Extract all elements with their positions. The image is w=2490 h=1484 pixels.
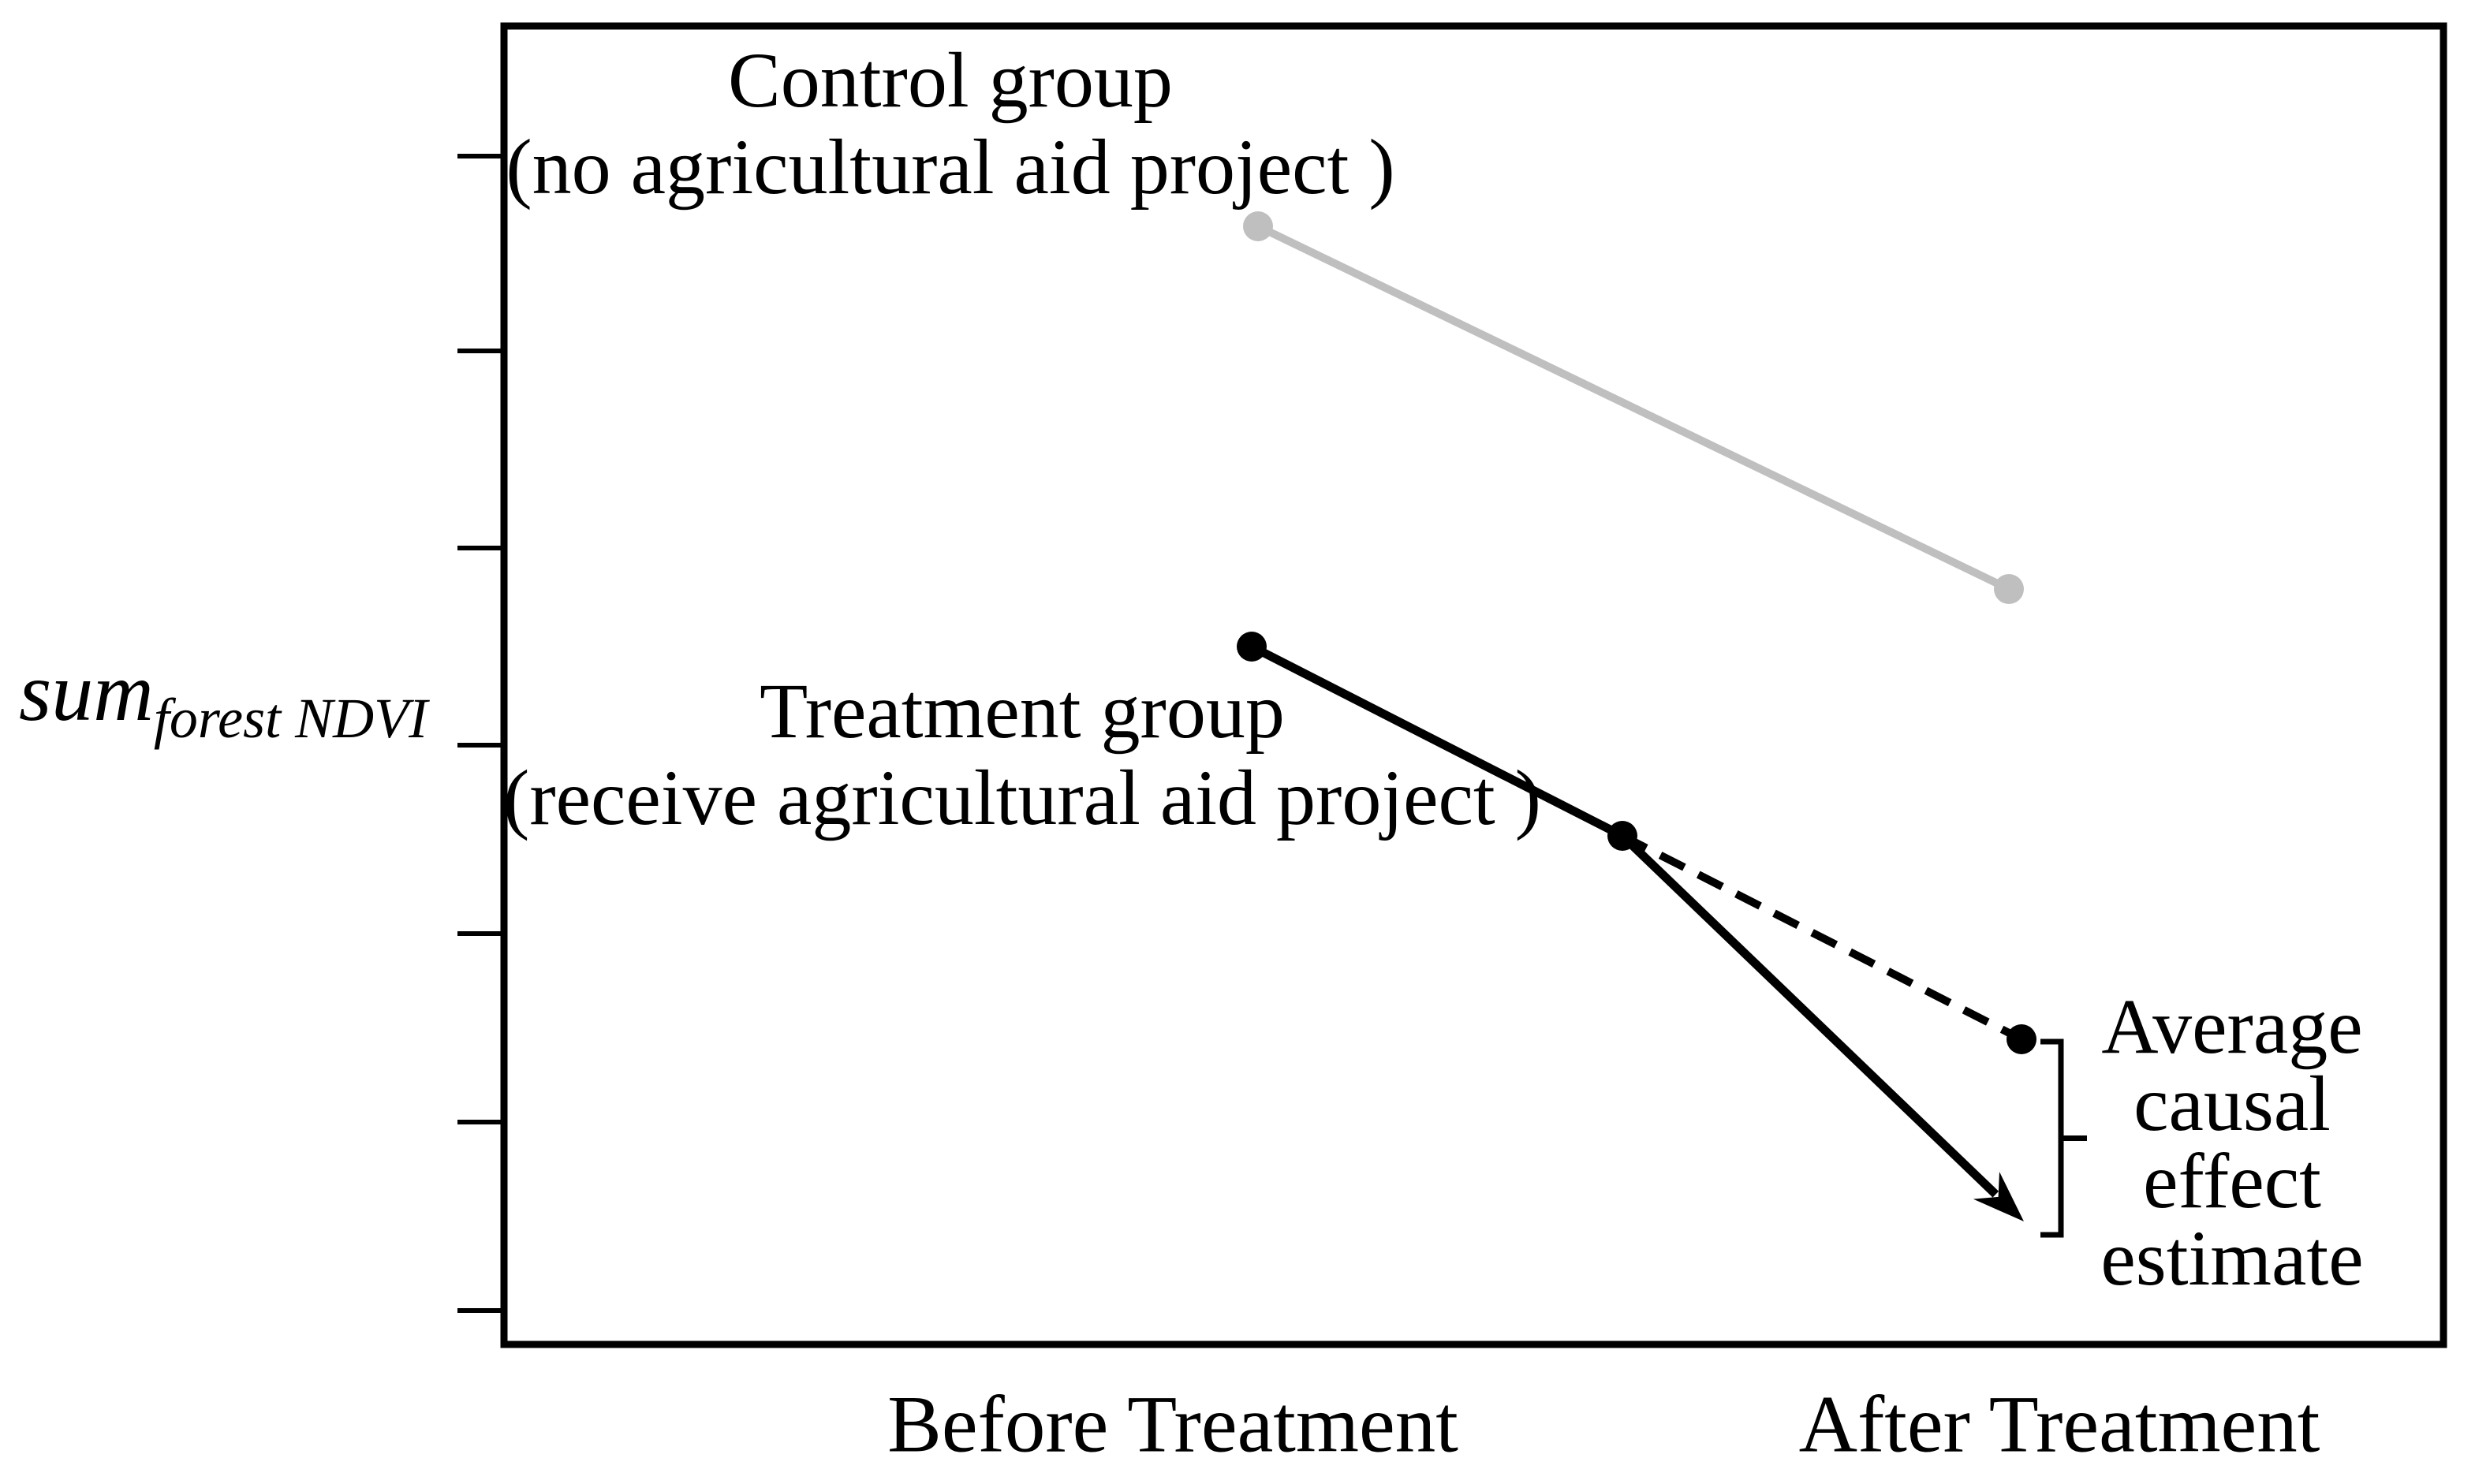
- average-causal-effect-label: Average causal effect estimate: [2100, 982, 2364, 1302]
- y-axis-label-base: sum: [19, 645, 154, 738]
- y-axis-label: sumforest NDVI: [19, 644, 427, 751]
- treatment-arrowhead: [1973, 1172, 2024, 1221]
- control-group-label: Control group (no agricultural aid proje…: [506, 36, 1395, 211]
- treatment-point-before: [1237, 632, 1267, 662]
- counterfactual-dashed-line: [1620, 832, 2024, 1043]
- x-axis-label-after-treatment: After Treatment: [1798, 1379, 2320, 1470]
- treatment-arrow-shaft: [1619, 833, 1999, 1198]
- control-point-before: [1243, 211, 1273, 241]
- treatment-line: [1249, 643, 1625, 840]
- control-line: [1256, 222, 2011, 593]
- y-axis-label-subscript: forest NDVI: [153, 687, 428, 751]
- treatment-group-label: Treatment group (receive agricultural ai…: [503, 667, 1541, 841]
- effect-brace: [2040, 1038, 2087, 1238]
- plot-border: [500, 22, 2447, 1348]
- control-point-after: [1994, 574, 2024, 604]
- counterfactual-end-point: [2007, 1024, 2036, 1054]
- x-axis-label-before-treatment: Before Treatment: [887, 1379, 1458, 1470]
- treatment-midpoint: [1607, 821, 1637, 851]
